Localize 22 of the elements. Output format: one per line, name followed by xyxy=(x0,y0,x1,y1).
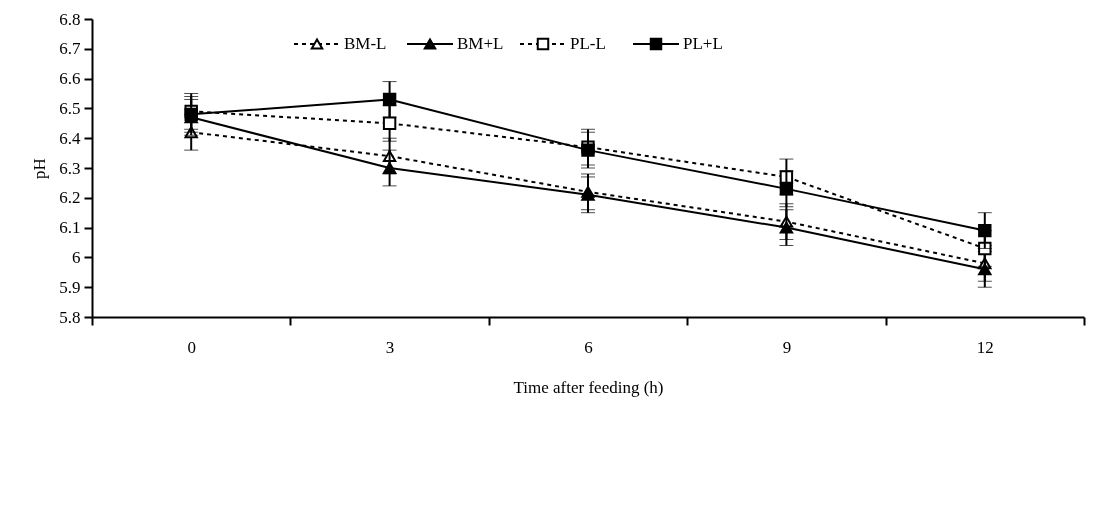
y-tick-label: 6.6 xyxy=(59,69,81,89)
y-tick-label: 6 xyxy=(72,247,81,267)
x-tick-label: 3 xyxy=(385,337,395,357)
y-tick-label: 6.1 xyxy=(59,218,81,238)
y-axis-title: pH xyxy=(30,158,50,179)
x-axis-title: Time after feeding (h) xyxy=(513,377,664,397)
y-tick-label: 5.8 xyxy=(59,307,81,327)
x-tick-label: 0 xyxy=(187,337,196,357)
legend-label: BM-L xyxy=(344,34,387,53)
y-tick-label: 6.3 xyxy=(59,158,81,178)
legend-label: BM+L xyxy=(457,34,504,53)
y-tick-label: 6.5 xyxy=(59,98,81,118)
y-tick-label: 6.7 xyxy=(59,39,81,59)
y-tick-label: 5.9 xyxy=(59,277,81,297)
y-tick-label: 6.4 xyxy=(59,128,81,148)
legend-label: PL+L xyxy=(683,34,723,53)
x-tick-label: 6 xyxy=(584,337,593,357)
y-tick-label: 6.2 xyxy=(59,188,81,208)
x-tick-label: 12 xyxy=(976,337,994,357)
y-tick-label: 6.8 xyxy=(59,9,81,29)
x-tick-label: 9 xyxy=(782,337,792,357)
legend-label: PL-L xyxy=(570,34,606,53)
